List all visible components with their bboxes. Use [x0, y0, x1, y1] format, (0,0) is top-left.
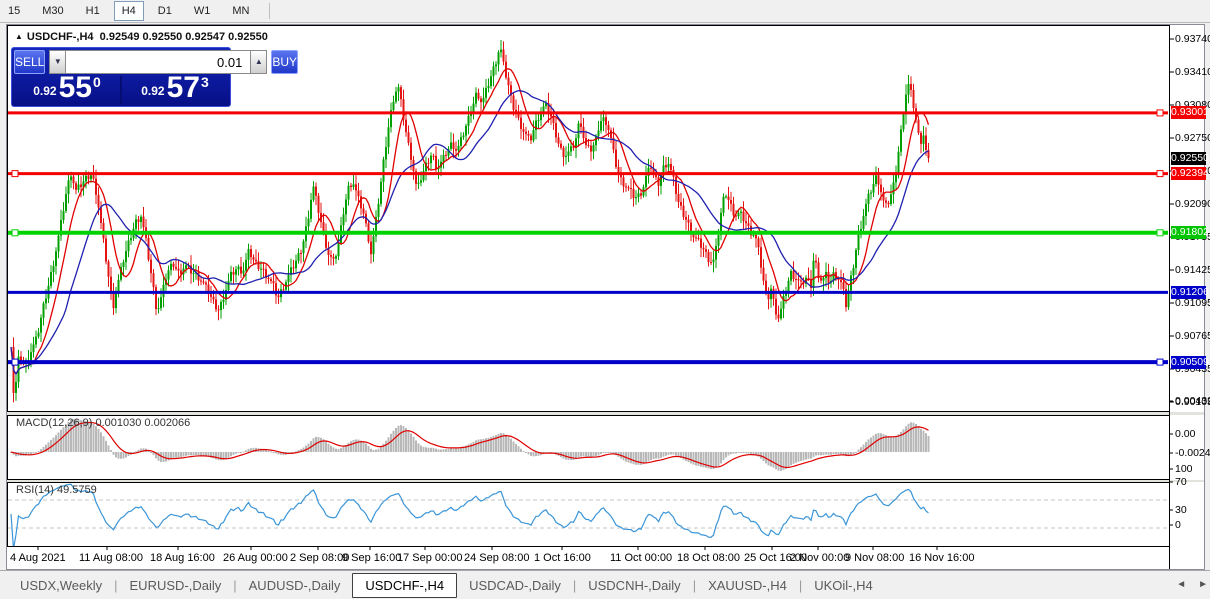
macd-indicator-label: MACD(12,26,9) 0.001030 0.002066 — [16, 417, 191, 429]
time-axis-label: 25 Oct 16:00 — [744, 552, 807, 564]
timeframe-button-h1[interactable]: H1 — [85, 5, 100, 17]
time-axis-label: 17 Sep 00:00 — [397, 552, 463, 564]
buy-price-pips: 57 — [166, 71, 200, 104]
timeframe-button-h4[interactable]: H4 — [113, 1, 144, 21]
sell-price-major: 0.92 — [33, 84, 57, 98]
rsi-indicator-label: RSI(14) 49.5759 — [16, 484, 97, 496]
chart-tab-usdcnh-daily[interactable]: USDCNH-,Daily — [588, 577, 681, 593]
buy-button[interactable]: BUY — [271, 50, 299, 74]
lot-decrease-button[interactable]: ▼ — [49, 50, 67, 74]
tab-separator: | — [692, 577, 697, 593]
collapse-triangle-icon[interactable]: ▲ — [15, 32, 23, 41]
ohlc-quotes: 0.92549 0.92550 0.92547 0.92550 — [99, 31, 268, 43]
chart-title: ▲ USDCHF-,H4 0.92549 0.92550 0.92547 0.92… — [15, 31, 268, 43]
tab-scroll-left-icon[interactable]: ◄ — [1176, 579, 1187, 590]
time-axis-label: 26 Aug 00:00 — [223, 552, 288, 564]
tab-scroll-right-icon[interactable]: ► — [1198, 579, 1208, 590]
macd-layer — [10, 419, 930, 471]
indicator-axis-tick: 0.00 — [1175, 428, 1196, 440]
indicator-axis-tick: 30 — [1175, 504, 1187, 516]
tab-separator: | — [233, 577, 237, 593]
time-axis-label: 24 Sep 08:00 — [464, 552, 530, 564]
chart-window: ▲ USDCHF-,H4 0.92549 0.92550 0.92547 0.92… — [6, 24, 1210, 570]
rsi-layer — [8, 483, 1168, 546]
time-axis-label: 18 Oct 08:00 — [677, 552, 740, 564]
price-axis-tick: 0.92090 — [1175, 198, 1210, 210]
price-axis-tick: 0.93740 — [1175, 33, 1210, 45]
indicator-axis-tick: 100 — [1175, 463, 1193, 475]
price-tag-0.93001: 0.93001 — [1171, 106, 1209, 120]
timeframe-toolbar: 15 M30 H1 H4 D1 W1 MN — [0, 0, 1210, 23]
chart-tab-eurusd-daily[interactable]: EURUSD-,Daily — [129, 577, 222, 593]
trade-panel-divider — [120, 76, 122, 104]
chart-tab-usdchf-h4[interactable]: USDCHF-,H4 — [352, 572, 458, 598]
price-axis-tick: 0.90105 — [1175, 396, 1210, 408]
sell-price-point: 0 — [92, 74, 101, 90]
price-tag-0.92550: 0.92550 — [1171, 151, 1209, 165]
timeframe-button-m30[interactable]: M30 — [42, 5, 64, 17]
buy-price-point: 3 — [200, 74, 209, 90]
indicator-axis-tick: 0.004323 — [1175, 395, 1210, 407]
one-click-trading-panel: SELL ▼ ▲ BUY 0.92 55 0 0.92 57 3 — [11, 47, 299, 107]
chart-plot-area[interactable] — [7, 25, 1204, 569]
price-axis-tick: 0.91095 — [1175, 297, 1210, 309]
chart-tab-usdcad-daily[interactable]: USDCAD-,Daily — [469, 577, 561, 593]
lot-increase-button[interactable]: ▲ — [250, 50, 268, 74]
time-axis-label: 9 Nov 08:00 — [845, 552, 905, 564]
indicator-axis-tick: 70 — [1175, 476, 1187, 488]
chart-tab-ukoil-h4[interactable]: UKOil-,H4 — [814, 577, 873, 593]
price-tag-0.91802: 0.91802 — [1171, 226, 1209, 240]
time-axis-label: 9 Sep 16:00 — [342, 552, 402, 564]
lot-size-input[interactable] — [66, 50, 251, 74]
time-axis-label: 4 Aug 2021 — [10, 552, 66, 564]
chart-tab-usdx-weekly[interactable]: USDX,Weekly — [20, 577, 103, 593]
tab-separator: | — [572, 577, 577, 593]
time-axis-label: 18 Aug 16:00 — [150, 552, 215, 564]
tab-scroll-buttons: ◄ ► — [1176, 570, 1208, 599]
time-axis-label: 11 Aug 08:00 — [79, 552, 144, 564]
price-axis-tick: 0.90765 — [1175, 330, 1210, 342]
sell-price-pips: 55 — [58, 71, 92, 104]
price-axis-tick: 0.92750 — [1175, 132, 1210, 144]
timeframe-button-d1[interactable]: D1 — [157, 5, 172, 17]
tab-separator: | — [114, 577, 118, 593]
time-axis-label: 16 Nov 16:00 — [909, 552, 975, 564]
time-axis-label: 11 Oct 00:00 — [610, 552, 673, 564]
price-tag-0.90509: 0.90509 — [1171, 355, 1209, 369]
time-axis-label: 2 Nov 00:00 — [790, 552, 850, 564]
indicator-axis-tick: -0.002445 — [1175, 447, 1210, 459]
toolbar-separator — [269, 3, 271, 19]
chart-tab-audusd-daily[interactable]: AUDUSD-,Daily — [248, 577, 341, 593]
timeframe-button-w1[interactable]: W1 — [193, 5, 211, 17]
time-axis-label: 1 Oct 16:00 — [534, 552, 591, 564]
chart-tab-xauusd-h4[interactable]: XAUUSD-,H4 — [708, 577, 787, 593]
time-axis-label: 2 Sep 08:00 — [290, 552, 350, 564]
symbol-period-label: USDCHF-,H4 — [26, 31, 94, 43]
sell-price-display[interactable]: 0.92 55 0 — [14, 71, 120, 104]
buy-price-display[interactable]: 0.92 57 3 — [122, 71, 228, 104]
price-tag-0.91206: 0.91206 — [1171, 285, 1209, 299]
sell-button[interactable]: SELL — [14, 50, 46, 74]
buy-price-major: 0.92 — [141, 84, 165, 98]
tab-separator: | — [798, 577, 803, 593]
timeframe-button-15[interactable]: 15 — [8, 5, 21, 17]
price-tag-0.92394: 0.92394 — [1171, 167, 1209, 181]
price-axis-tick: 0.91425 — [1175, 264, 1210, 276]
timeframe-button-mn[interactable]: MN — [232, 5, 250, 17]
indicator-axis-tick: 0 — [1175, 519, 1181, 531]
chart-tab-bar: USDX,Weekly | EURUSD-,Daily | AUDUSD-,Daily U… — [0, 570, 1210, 599]
price-axis-tick: 0.93410 — [1175, 66, 1210, 78]
